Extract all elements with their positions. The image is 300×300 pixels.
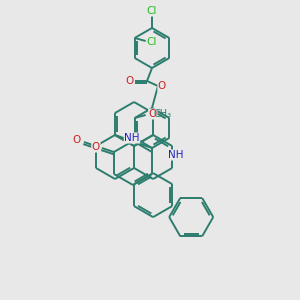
- Text: O: O: [149, 109, 157, 119]
- Text: O: O: [125, 76, 133, 86]
- Text: O: O: [158, 81, 166, 91]
- Text: O: O: [73, 135, 81, 145]
- Text: Cl: Cl: [146, 37, 157, 47]
- Text: NH: NH: [124, 133, 140, 143]
- Text: NH: NH: [168, 150, 184, 160]
- Text: Cl: Cl: [147, 6, 157, 16]
- Text: CH₃: CH₃: [154, 109, 172, 119]
- Text: O: O: [92, 142, 100, 152]
